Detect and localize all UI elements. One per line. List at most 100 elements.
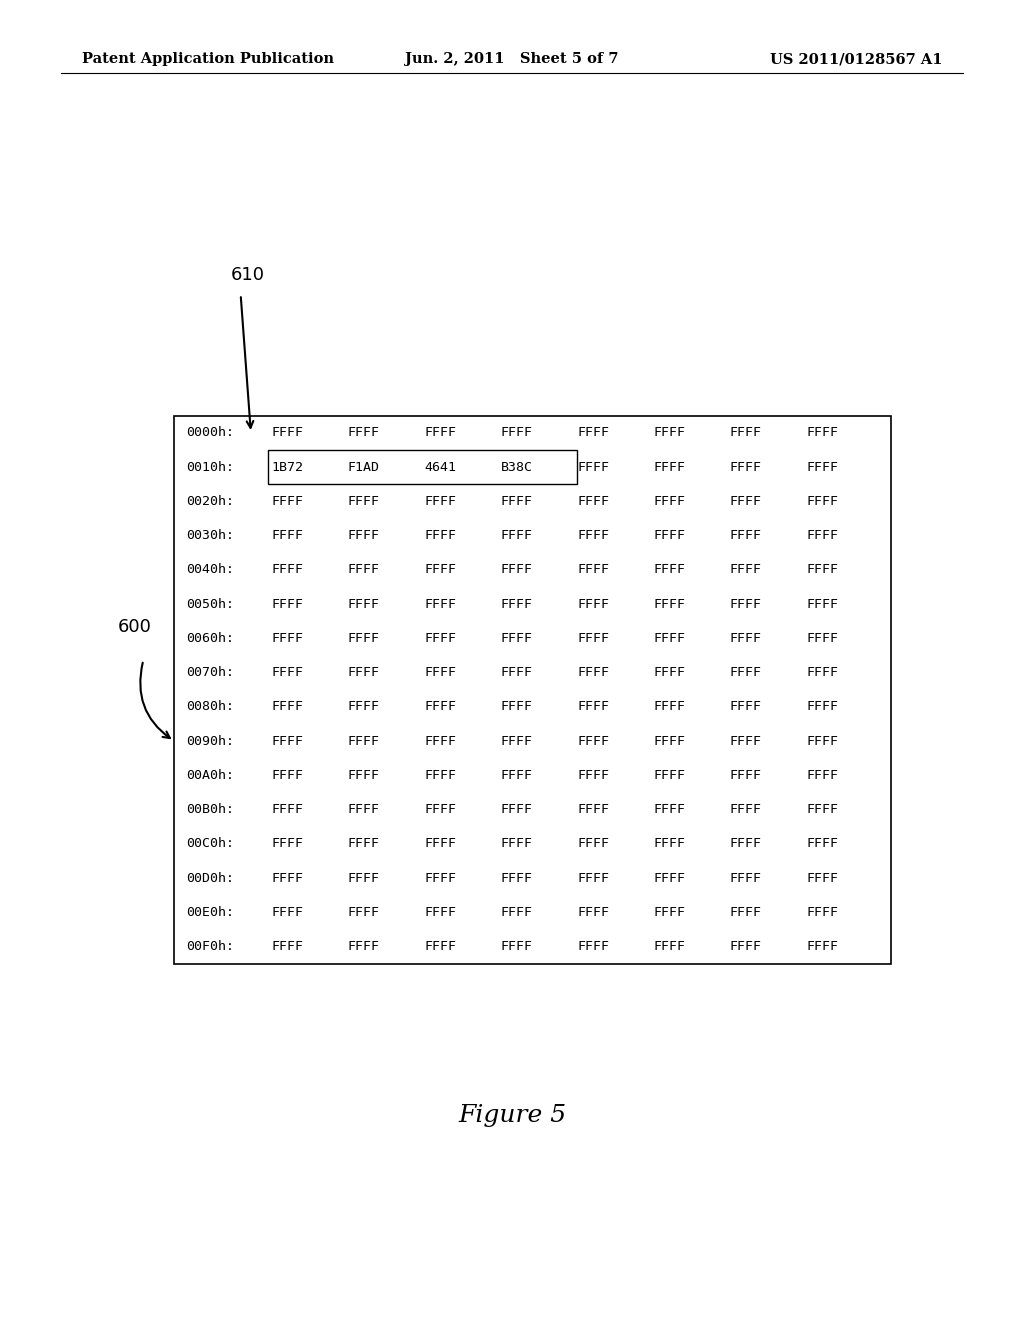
Text: FFFF: FFFF <box>271 940 303 953</box>
Text: FFFF: FFFF <box>271 667 303 678</box>
Text: FFFF: FFFF <box>730 837 762 850</box>
Text: FFFF: FFFF <box>348 495 380 508</box>
Text: FFFF: FFFF <box>578 632 609 645</box>
Text: FFFF: FFFF <box>424 701 457 713</box>
Text: FFFF: FFFF <box>348 701 380 713</box>
Text: FFFF: FFFF <box>806 906 839 919</box>
Text: FFFF: FFFF <box>501 837 532 850</box>
Text: FFFF: FFFF <box>653 632 685 645</box>
Text: 0080h:: 0080h: <box>186 701 234 713</box>
Text: FFFF: FFFF <box>271 564 303 577</box>
Text: FFFF: FFFF <box>653 768 685 781</box>
Text: FFFF: FFFF <box>424 529 457 543</box>
Text: FFFF: FFFF <box>501 529 532 543</box>
Text: FFFF: FFFF <box>653 734 685 747</box>
Text: 00B0h:: 00B0h: <box>186 803 234 816</box>
Text: FFFF: FFFF <box>730 461 762 474</box>
Text: FFFF: FFFF <box>578 495 609 508</box>
Text: 0000h:: 0000h: <box>186 426 234 440</box>
Text: 00C0h:: 00C0h: <box>186 837 234 850</box>
Text: FFFF: FFFF <box>653 906 685 919</box>
Text: FFFF: FFFF <box>424 598 457 611</box>
Text: FFFF: FFFF <box>806 461 839 474</box>
Text: FFFF: FFFF <box>806 598 839 611</box>
Text: FFFF: FFFF <box>806 768 839 781</box>
Text: 0060h:: 0060h: <box>186 632 234 645</box>
Text: FFFF: FFFF <box>653 940 685 953</box>
Text: FFFF: FFFF <box>424 837 457 850</box>
Text: Figure 5: Figure 5 <box>458 1104 566 1127</box>
Text: 00A0h:: 00A0h: <box>186 768 234 781</box>
Text: FFFF: FFFF <box>653 564 685 577</box>
Text: FFFF: FFFF <box>501 598 532 611</box>
Text: FFFF: FFFF <box>501 426 532 440</box>
Text: 0020h:: 0020h: <box>186 495 234 508</box>
Text: FFFF: FFFF <box>653 598 685 611</box>
Text: FFFF: FFFF <box>348 598 380 611</box>
Text: FFFF: FFFF <box>730 426 762 440</box>
Text: FFFF: FFFF <box>653 461 685 474</box>
Text: 00E0h:: 00E0h: <box>186 906 234 919</box>
Text: B38C: B38C <box>501 461 532 474</box>
Text: FFFF: FFFF <box>578 564 609 577</box>
Text: FFFF: FFFF <box>348 940 380 953</box>
Text: FFFF: FFFF <box>653 495 685 508</box>
Text: FFFF: FFFF <box>806 871 839 884</box>
Text: FFFF: FFFF <box>730 495 762 508</box>
Text: FFFF: FFFF <box>501 632 532 645</box>
Text: FFFF: FFFF <box>271 632 303 645</box>
Text: FFFF: FFFF <box>806 701 839 713</box>
Text: FFFF: FFFF <box>806 940 839 953</box>
Text: 600: 600 <box>118 618 152 636</box>
Text: F1AD: F1AD <box>348 461 380 474</box>
Text: FFFF: FFFF <box>578 768 609 781</box>
Text: FFFF: FFFF <box>271 871 303 884</box>
Text: FFFF: FFFF <box>806 803 839 816</box>
Bar <box>174 416 891 964</box>
Text: FFFF: FFFF <box>730 906 762 919</box>
Text: FFFF: FFFF <box>806 495 839 508</box>
Text: FFFF: FFFF <box>730 632 762 645</box>
Text: FFFF: FFFF <box>348 803 380 816</box>
Text: FFFF: FFFF <box>348 871 380 884</box>
Text: FFFF: FFFF <box>501 906 532 919</box>
Text: FFFF: FFFF <box>653 529 685 543</box>
Text: FFFF: FFFF <box>424 768 457 781</box>
Text: FFFF: FFFF <box>730 667 762 678</box>
Text: FFFF: FFFF <box>806 667 839 678</box>
Text: FFFF: FFFF <box>653 701 685 713</box>
Text: FFFF: FFFF <box>424 803 457 816</box>
Text: FFFF: FFFF <box>578 461 609 474</box>
Text: FFFF: FFFF <box>578 734 609 747</box>
Text: FFFF: FFFF <box>501 701 532 713</box>
Text: FFFF: FFFF <box>730 768 762 781</box>
Text: FFFF: FFFF <box>348 837 380 850</box>
Text: FFFF: FFFF <box>653 426 685 440</box>
Text: FFFF: FFFF <box>424 495 457 508</box>
Text: FFFF: FFFF <box>348 529 380 543</box>
Text: FFFF: FFFF <box>730 803 762 816</box>
Text: FFFF: FFFF <box>806 837 839 850</box>
Text: FFFF: FFFF <box>578 426 609 440</box>
Text: FFFF: FFFF <box>578 529 609 543</box>
Text: FFFF: FFFF <box>730 564 762 577</box>
Text: FFFF: FFFF <box>730 529 762 543</box>
Text: FFFF: FFFF <box>348 564 380 577</box>
Text: FFFF: FFFF <box>806 734 839 747</box>
Text: FFFF: FFFF <box>501 768 532 781</box>
Text: FFFF: FFFF <box>501 803 532 816</box>
Text: FFFF: FFFF <box>730 871 762 884</box>
Text: FFFF: FFFF <box>806 564 839 577</box>
Text: Jun. 2, 2011   Sheet 5 of 7: Jun. 2, 2011 Sheet 5 of 7 <box>406 53 618 66</box>
Text: FFFF: FFFF <box>578 701 609 713</box>
Text: FFFF: FFFF <box>806 426 839 440</box>
Text: FFFF: FFFF <box>501 495 532 508</box>
Text: FFFF: FFFF <box>578 871 609 884</box>
Text: FFFF: FFFF <box>501 564 532 577</box>
Text: FFFF: FFFF <box>271 495 303 508</box>
Text: FFFF: FFFF <box>271 701 303 713</box>
Text: FFFF: FFFF <box>501 871 532 884</box>
Text: FFFF: FFFF <box>578 598 609 611</box>
Text: FFFF: FFFF <box>424 426 457 440</box>
Text: 0010h:: 0010h: <box>186 461 234 474</box>
